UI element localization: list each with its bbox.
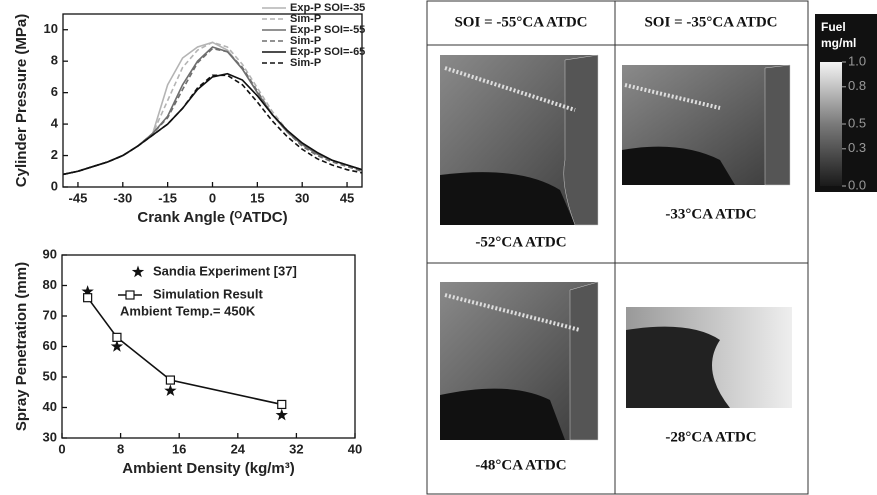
- x-axis-label: Ambient Density (kg/m³): [122, 460, 295, 477]
- column-header: SOI = -55°CA ATDC: [454, 14, 587, 30]
- y-axis-label: Cylinder Pressure (MPa): [13, 14, 30, 187]
- table-border: [426, 0, 809, 495]
- point: [112, 332, 122, 342]
- x-tick-label: 0: [209, 190, 216, 205]
- point: [81, 285, 94, 297]
- colorbar-tick-label: 0.3: [848, 140, 866, 155]
- cell-caption: -48°CA ATDC: [475, 457, 566, 473]
- x-tick-label: 16: [172, 441, 186, 456]
- point: [275, 408, 288, 421]
- x-tick-label: 30: [295, 190, 309, 205]
- x-tick-label: 15: [250, 190, 264, 205]
- colorbar-tick-label: 0.8: [848, 78, 866, 93]
- y-tick-label: 50: [43, 368, 57, 383]
- x-tick-label: 8: [117, 441, 124, 456]
- legend-label: Simulation Result: [153, 286, 263, 301]
- x-tick-label: 0: [58, 441, 65, 456]
- cell-caption: -52°CA ATDC: [475, 234, 566, 250]
- simulation-image: [440, 54, 599, 226]
- legend-marker: [131, 265, 145, 278]
- series-line: [62, 74, 363, 176]
- legend-label: Exp-P SOI=-35: [290, 2, 365, 14]
- colorbar-title: mg/ml: [821, 36, 856, 50]
- table: [426, 0, 809, 495]
- y-tick-label: 8: [51, 53, 58, 68]
- point: [110, 340, 124, 352]
- x-axis-label: Crank Angle (ᴼATDC): [137, 209, 287, 226]
- x-tick-label: 45: [340, 190, 354, 205]
- y-tick-label: 80: [43, 277, 57, 292]
- x-tick-label: 40: [348, 441, 362, 456]
- colorbar-tick-label: 0.5: [848, 115, 866, 130]
- point: [83, 293, 93, 303]
- series-line: [86, 297, 282, 406]
- legend-label: Sandia Experiment [37]: [153, 263, 297, 278]
- colorbar-tick-label: 0.0: [848, 177, 866, 192]
- annotation: Ambient Temp.= 450K: [120, 303, 256, 318]
- point: [165, 375, 176, 385]
- y-tick-label: 40: [43, 399, 57, 414]
- legend-label: Sim-P: [290, 13, 321, 25]
- simulation-image: [626, 307, 792, 408]
- y-axis-label: Spray Penetration (mm): [13, 262, 30, 431]
- y-tick-label: 6: [51, 84, 58, 99]
- simulation-image: [440, 281, 599, 441]
- y-tick-label: 2: [51, 147, 58, 162]
- y-tick-label: 30: [43, 429, 57, 444]
- x-tick-label: 24: [231, 441, 246, 456]
- x-tick-label: -15: [158, 190, 177, 205]
- plot-frame: [61, 254, 356, 439]
- cell-caption: -33°CA ATDC: [665, 206, 756, 222]
- legend-label: Exp-P SOI=-55: [290, 24, 365, 36]
- legend-marker: [125, 290, 135, 300]
- colorbar-title: Fuel: [821, 20, 846, 34]
- simulation-image: [622, 64, 791, 186]
- column-header: SOI = -35°CA ATDC: [644, 14, 777, 30]
- point: [164, 384, 177, 396]
- y-tick-label: 90: [43, 246, 57, 261]
- y-tick-label: 4: [51, 116, 59, 131]
- legend-label: Exp-P SOI=-65: [290, 46, 365, 58]
- x-tick-label: 32: [289, 441, 303, 456]
- y-tick-label: 0: [51, 178, 58, 193]
- legend-label: Sim-P: [290, 57, 321, 69]
- cell-caption: -28°CA ATDC: [665, 429, 756, 445]
- legend-label: Sim-P: [290, 35, 321, 47]
- colorbar: [820, 62, 842, 186]
- y-tick-label: 70: [43, 307, 57, 322]
- y-tick-label: 60: [43, 338, 57, 353]
- point: [277, 399, 287, 410]
- x-tick-label: -30: [113, 190, 132, 205]
- x-tick-label: -45: [69, 190, 88, 205]
- colorbar-tick-label: 1.0: [848, 53, 866, 68]
- y-tick-label: 10: [44, 21, 58, 36]
